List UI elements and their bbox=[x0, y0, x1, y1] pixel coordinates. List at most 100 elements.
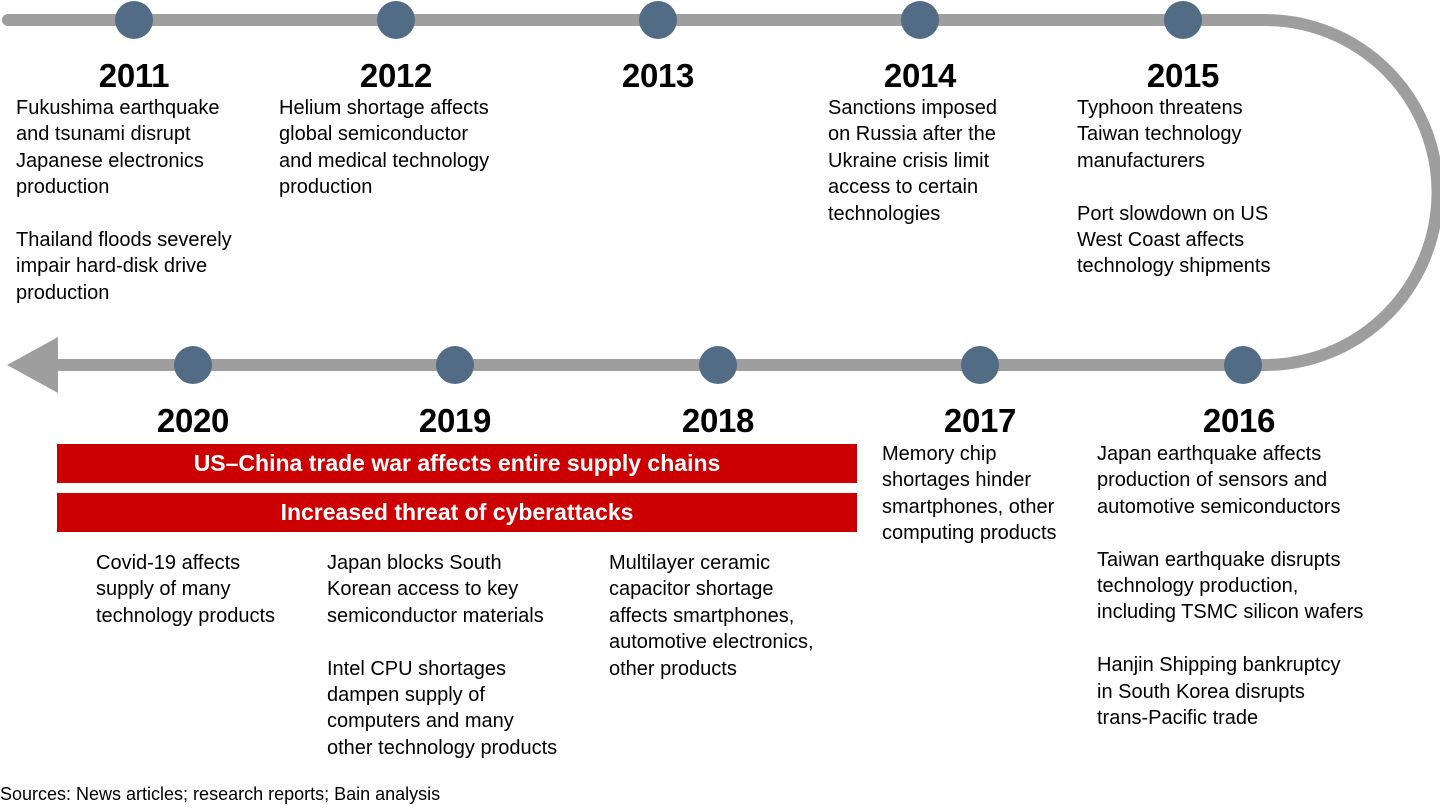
year-label: 2019 bbox=[418, 402, 492, 439]
event-line: Port slowdown on US bbox=[1077, 202, 1269, 225]
event-line: Multilayer ceramic bbox=[609, 552, 771, 574]
milestone-dot-2016 bbox=[1224, 346, 1262, 384]
event-line: global semiconductor bbox=[279, 123, 468, 146]
milestone-dot-2020 bbox=[174, 346, 212, 384]
event-line: supply of many bbox=[96, 578, 231, 601]
event-line: technology production, bbox=[1097, 575, 1299, 598]
event-line: dampen supply of bbox=[327, 684, 485, 707]
arrow-left-icon bbox=[7, 337, 58, 393]
event-line: Korean access to key bbox=[327, 578, 519, 601]
event-line: Typhoon threatens bbox=[1077, 97, 1243, 119]
event-line: Covid-19 affects bbox=[96, 552, 241, 574]
year-label: 2013 bbox=[621, 57, 695, 94]
event-line: Thailand floods severely bbox=[16, 229, 232, 252]
event-line: Ukraine crisis limit bbox=[828, 149, 990, 172]
milestone-dot-2015 bbox=[1164, 1, 1202, 39]
event-line: Memory chip bbox=[882, 443, 997, 465]
event-line: capacitor shortage bbox=[609, 578, 774, 601]
milestone-dot-2018 bbox=[699, 346, 737, 384]
event-line: trans-Pacific trade bbox=[1097, 707, 1259, 730]
event-line: technology products bbox=[96, 604, 276, 627]
event-item: Japan earthquake affects production of se… bbox=[1097, 441, 1363, 520]
event-item: Hanjin Shipping bankruptcy in South Korea… bbox=[1097, 652, 1363, 731]
event-line: production bbox=[279, 176, 373, 199]
year-label: 2015 bbox=[1146, 57, 1220, 94]
event-line: West Coast affects bbox=[1077, 229, 1245, 252]
event-line: impair hard-disk drive bbox=[16, 255, 208, 278]
milestone-dot-2012 bbox=[377, 1, 415, 39]
event-line: production bbox=[16, 176, 110, 199]
event-line: Intel CPU shortages bbox=[327, 657, 506, 680]
events-2020: Covid-19 affects supply of many technology… bbox=[96, 550, 275, 629]
event-line: technology shipments bbox=[1077, 255, 1271, 278]
event-line: smartphones, other bbox=[882, 495, 1055, 518]
event-line: manufacturers bbox=[1077, 149, 1205, 172]
events-2019: Japan blocks South Korean access to key se… bbox=[327, 550, 557, 761]
year-label: 2011 bbox=[98, 57, 170, 94]
event-line: technologies bbox=[828, 202, 941, 225]
events-2015: Typhoon threatens Taiwan technology manufa… bbox=[1077, 95, 1270, 280]
event-item: Covid-19 affects supply of many technology… bbox=[96, 550, 275, 629]
event-line: Helium shortage affects bbox=[279, 97, 489, 119]
event-line: Japanese electronics bbox=[16, 149, 204, 172]
event-item: Sanctions imposed on Russia after the Ukra… bbox=[828, 95, 997, 227]
event-line: Japan earthquake affects bbox=[1097, 443, 1322, 465]
events-2011: Fukushima earthquake and tsunami disrupt J… bbox=[16, 95, 232, 306]
year-label: 2018 bbox=[681, 402, 755, 439]
milestone-dot-2014 bbox=[901, 1, 939, 39]
event-item: Taiwan earthquake disrupts technology pro… bbox=[1097, 547, 1363, 626]
events-2018: Multilayer ceramic capacitor shortage affe… bbox=[609, 550, 814, 682]
event-line: semiconductor materials bbox=[327, 604, 544, 627]
event-line: and tsunami disrupt bbox=[16, 123, 191, 146]
timeline-path bbox=[2, 14, 1440, 371]
milestone-dot-2011 bbox=[115, 1, 153, 39]
event-line: including TSMC silicon wafers bbox=[1097, 601, 1364, 624]
event-line: production of sensors and bbox=[1097, 469, 1328, 492]
event-item: Typhoon threatens Taiwan technology manufa… bbox=[1077, 95, 1270, 174]
event-line: access to certain bbox=[828, 176, 979, 199]
event-line: Hanjin Shipping bankruptcy bbox=[1097, 654, 1341, 677]
year-label: 2016 bbox=[1202, 402, 1276, 439]
event-line: other products bbox=[609, 657, 737, 680]
event-item: Thailand floods severely impair hard-disk… bbox=[16, 227, 232, 306]
events-2017: Memory chip shortages hinder smartphones, … bbox=[882, 441, 1057, 547]
event-item: Japan blocks South Korean access to key se… bbox=[327, 550, 557, 629]
year-label: 2020 bbox=[156, 402, 230, 439]
event-item: Intel CPU shortages dampen supply of compu… bbox=[327, 656, 557, 762]
year-label: 2014 bbox=[883, 57, 957, 94]
milestone-dot-2017 bbox=[961, 346, 999, 384]
events-2016: Japan earthquake affects production of se… bbox=[1097, 441, 1363, 731]
banner-cyberattacks: Increased threat of cyberattacks bbox=[57, 493, 857, 532]
event-line: on Russia after the bbox=[828, 123, 996, 146]
event-line: Taiwan earthquake disrupts bbox=[1097, 548, 1341, 571]
event-line: production bbox=[16, 281, 110, 304]
event-line: computing products bbox=[882, 522, 1057, 545]
event-line: computers and many bbox=[327, 710, 514, 733]
event-line: in South Korea disrupts bbox=[1097, 680, 1305, 703]
events-2012: Helium shortage affects global semiconduc… bbox=[279, 95, 489, 201]
event-item: Memory chip shortages hinder smartphones, … bbox=[882, 441, 1057, 547]
event-line: Japan blocks South bbox=[327, 552, 502, 574]
event-line: automotive electronics, bbox=[609, 631, 814, 654]
event-line: other technology products bbox=[327, 736, 558, 759]
event-item: Multilayer ceramic capacitor shortage affe… bbox=[609, 550, 814, 682]
event-line: Fukushima earthquake bbox=[16, 97, 220, 119]
events-2014: Sanctions imposed on Russia after the Ukra… bbox=[828, 95, 997, 227]
event-line: Sanctions imposed bbox=[828, 97, 997, 119]
year-label: 2012 bbox=[359, 57, 433, 94]
milestone-dot-2019 bbox=[436, 346, 474, 384]
event-line: Taiwan technology bbox=[1077, 123, 1242, 146]
event-line: automotive semiconductors bbox=[1097, 495, 1341, 518]
event-item: Port slowdown on US West Coast affects tec… bbox=[1077, 201, 1270, 280]
event-item: Helium shortage affects global semiconduc… bbox=[279, 95, 489, 201]
sources-note: Sources: News articles; research reports… bbox=[0, 784, 441, 804]
event-item: Fukushima earthquake and tsunami disrupt J… bbox=[16, 95, 232, 201]
event-line: and medical technology bbox=[279, 149, 490, 172]
milestone-dot-2013 bbox=[639, 1, 677, 39]
milestone-dots bbox=[115, 1, 1262, 384]
banner-trade-war: US–China trade war affects entire supply… bbox=[57, 444, 857, 483]
year-label: 2017 bbox=[943, 402, 1017, 439]
event-line: shortages hinder bbox=[882, 469, 1031, 492]
event-line: affects smartphones, bbox=[609, 604, 795, 627]
